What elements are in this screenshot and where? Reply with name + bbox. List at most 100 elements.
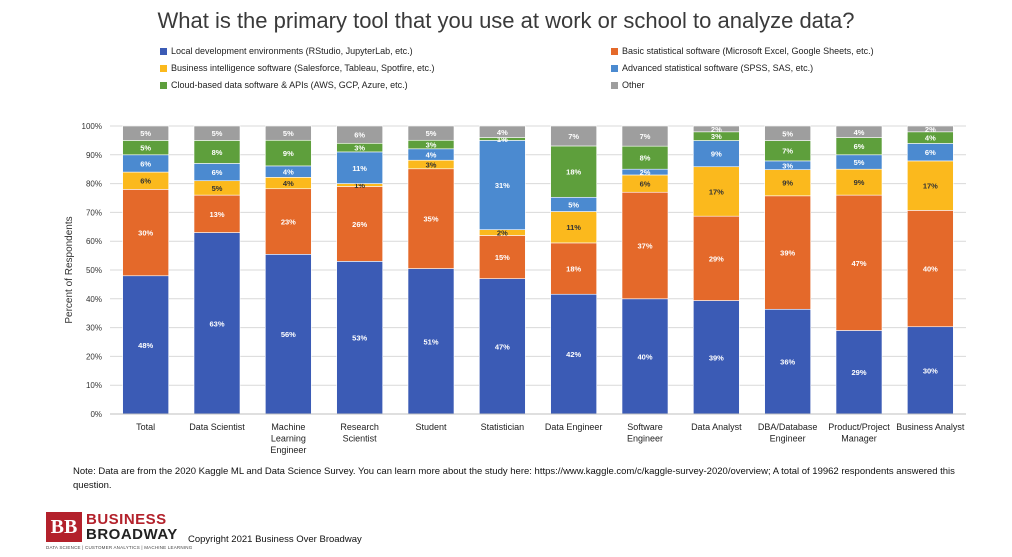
bar-segment [265,254,312,415]
data-label: 48% [138,341,153,350]
legend-swatch [611,48,618,55]
logo-mark: BB [46,512,82,542]
legend-label: Basic statistical software (Microsoft Ex… [622,46,874,56]
x-tick-label: Data Analyst [691,422,742,432]
logo-line1: BUSINESS [86,511,167,528]
data-label: 6% [212,168,223,177]
logo-tagline: DATA SCIENCE | CUSTOMER ANALYTICS | MACH… [46,545,193,550]
bar-segment [265,188,312,255]
y-tick-label: 40% [86,295,102,304]
bar-segment [407,125,455,141]
data-label: 4% [854,128,865,137]
data-label: 39% [709,353,724,362]
data-label: 29% [709,254,724,263]
data-label: 15% [495,253,510,262]
data-label: 8% [212,148,223,157]
x-tick-label: Machine [271,422,305,432]
data-label: 8% [640,154,651,163]
bar-segment [621,191,669,300]
x-tick-label: Business Analyst [896,422,965,432]
bar-segment [336,151,383,184]
data-label: 30% [138,229,153,238]
data-label: 6% [140,159,151,168]
legend-swatch [160,82,167,89]
data-label: 6% [854,142,865,151]
data-label: 35% [423,215,438,224]
data-label: 4% [497,128,508,137]
data-label: 40% [637,352,652,361]
bar-segment [764,195,811,310]
data-label: 9% [283,149,294,158]
bar-segment [621,125,669,147]
stacked-bar-chart: 0% 10% 20% 30% 40% 50% 60% 70% 80% 90% 100% Percent… [64,122,966,455]
data-label: 5% [782,129,793,138]
data-label: 9% [782,179,793,188]
bar-segment [550,242,597,295]
bar-segment [479,125,526,138]
x-tick-label: Product/Project [828,422,890,432]
bar-segment [550,125,597,147]
data-label: 3% [354,144,365,153]
y-tick-label: 90% [86,151,102,160]
legend-swatch [611,65,618,72]
y-tick-label: 20% [86,352,102,361]
bar-segment [621,298,669,415]
legend-item: Basic statistical software (Microsoft Ex… [611,46,874,56]
y-tick-label: 60% [86,237,102,246]
data-label: 18% [566,168,581,177]
x-tick-label: Scientist [343,434,378,444]
data-label: 63% [209,319,224,328]
data-label: 2% [711,125,722,134]
x-tick-label: Software [627,422,663,432]
data-label: 4% [283,179,294,188]
legend-item: Local development environments (RStudio,… [160,46,413,56]
x-tick-label: Engineer [270,445,306,455]
bar-segment [336,125,383,144]
data-label: 51% [423,337,438,346]
data-label: 17% [923,182,938,191]
bar-segment [835,125,883,138]
bar-segment [764,308,811,415]
x-tick-label: Research [340,422,379,432]
data-label: 37% [637,242,652,251]
logo-line2: BROADWAY [86,526,178,543]
legend-item: Other [611,80,645,90]
data-label: 47% [851,259,866,268]
bar-segment [835,194,883,331]
data-label: 5% [568,200,579,209]
bar-segment [693,140,740,168]
x-tick-label: Manager [841,434,877,444]
data-label: 47% [495,342,510,351]
x-tick-label: Engineer [627,434,663,444]
data-label: 3% [711,132,722,141]
bar-segment [907,210,954,328]
data-label: 5% [426,129,437,138]
legend-label: Advanced statistical software (SPSS, SAS… [622,63,814,73]
data-label: 31% [495,181,510,190]
data-label: 30% [923,366,938,375]
x-tick-label: Total [136,422,155,432]
data-label: 5% [212,129,223,138]
data-label: 6% [354,131,365,140]
bar-segment [764,169,811,197]
data-label: 4% [925,134,936,143]
bar-segment [265,125,312,141]
bar-segment [907,326,954,415]
data-label: 5% [212,184,223,193]
legend-item: Cloud-based data software & APIs (AWS, G… [160,80,408,90]
y-tick-label: 50% [86,266,102,275]
legend-label: Business intelligence software (Salesfor… [171,63,435,73]
data-label: 2% [640,168,651,177]
bar-segment [835,168,883,196]
data-label: 11% [566,223,581,232]
legend-label: Cloud-based data software & APIs (AWS, G… [171,80,408,90]
x-tick-label: Student [415,422,447,432]
data-label: 53% [352,334,367,343]
x-tick-label: Engineer [770,434,806,444]
data-label: 1% [497,135,508,144]
y-tick-label: 10% [86,381,102,390]
data-label: 2% [925,125,936,134]
y-tick-label: 0% [90,410,102,419]
data-label: 39% [780,249,795,258]
bar-segment [550,145,597,198]
